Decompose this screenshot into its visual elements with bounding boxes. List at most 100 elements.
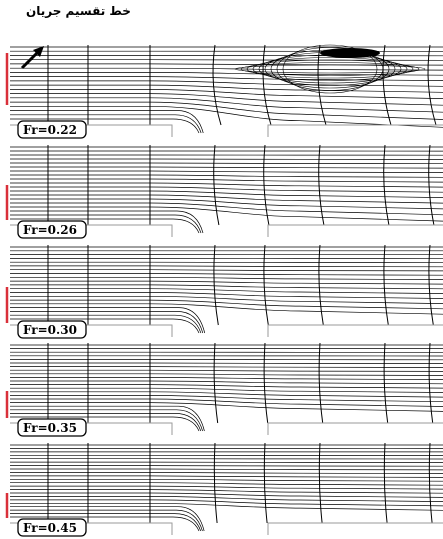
streamline	[10, 72, 443, 76]
cross-section-line	[383, 244, 389, 326]
recirculation-line	[252, 57, 408, 81]
streamline	[10, 273, 443, 276]
streamline	[10, 292, 443, 299]
recirculation-core	[320, 48, 380, 58]
panel-4: Fr=0.35	[5, 342, 443, 437]
froude-label-box	[17, 418, 87, 437]
cross-section-line	[428, 244, 434, 326]
froude-label: Fr=0.35	[23, 421, 77, 435]
streamline	[10, 472, 443, 474]
streamline	[10, 362, 443, 364]
streamline	[10, 166, 443, 169]
streamline	[10, 110, 204, 134]
recirculation-line	[246, 59, 414, 79]
panel-5: Fr=0.45	[5, 442, 443, 537]
streamline	[10, 373, 443, 376]
streamline	[10, 182, 443, 188]
dividing-streamline-label: خط تقسیم جریان	[26, 4, 131, 18]
streamline	[10, 395, 443, 403]
streamline	[10, 284, 443, 290]
cross-section-line	[318, 342, 324, 424]
streamline	[10, 186, 443, 193]
streamline	[10, 214, 202, 234]
streamline	[10, 202, 443, 216]
streamline	[10, 314, 202, 334]
cross-section-line	[318, 442, 323, 524]
streamline	[10, 299, 443, 310]
cross-section-line	[213, 442, 218, 524]
streamline	[10, 465, 443, 467]
recirculation-line	[258, 54, 402, 84]
streamline	[10, 89, 443, 99]
streamline	[10, 384, 443, 389]
cross-section-line	[383, 442, 388, 524]
streamline	[10, 413, 202, 432]
streamline	[10, 398, 443, 407]
cross-section-line	[428, 442, 433, 524]
cross-section-line	[212, 44, 222, 126]
panel-3: Fr=0.30	[5, 244, 443, 339]
streamline	[10, 162, 443, 165]
cross-section-line	[263, 144, 270, 226]
streamline	[10, 178, 443, 183]
streamline	[10, 499, 443, 507]
cross-section-line	[263, 442, 268, 524]
froude-label: Fr=0.26	[23, 223, 77, 237]
cross-section-line	[428, 342, 434, 424]
streamline	[10, 387, 443, 393]
cross-section-line	[317, 44, 327, 126]
streamline	[10, 506, 205, 532]
streamline	[10, 97, 443, 113]
streamline	[10, 380, 443, 385]
streamline	[10, 265, 443, 268]
cross-section-line	[263, 244, 269, 326]
streamline	[10, 496, 443, 502]
recirculation-line	[240, 62, 420, 76]
streamline	[10, 80, 443, 87]
streamline	[10, 478, 443, 482]
streamline	[10, 377, 443, 380]
streamline	[10, 489, 443, 494]
cross-section-line	[213, 342, 219, 424]
streamline	[10, 206, 443, 222]
cross-section-line	[382, 44, 392, 126]
froude-label-box	[17, 320, 87, 339]
streamline	[10, 93, 443, 106]
cross-section-line	[318, 244, 324, 326]
streamline	[10, 369, 443, 372]
streamline	[10, 516, 200, 532]
froude-label: Fr=0.22	[23, 123, 77, 137]
streamline	[10, 170, 443, 173]
streamline	[10, 402, 443, 412]
streamline	[10, 295, 443, 304]
streamline	[10, 118, 200, 134]
streamline	[10, 475, 443, 478]
streamline	[10, 391, 443, 398]
streamline	[10, 461, 443, 463]
streamline	[10, 84, 443, 93]
streamline	[10, 303, 443, 315]
streamline	[10, 485, 443, 490]
streamline	[10, 509, 203, 532]
streamline	[10, 366, 443, 368]
cross-section-line	[262, 44, 272, 126]
streamline	[10, 269, 443, 272]
streamline	[10, 276, 443, 280]
streamline	[10, 513, 202, 532]
streamline	[10, 174, 443, 178]
streamline	[10, 261, 443, 264]
streamline	[10, 114, 202, 134]
streamline	[10, 218, 200, 234]
streamline	[10, 76, 443, 81]
streamline	[10, 502, 443, 511]
cross-section-line	[383, 342, 389, 424]
streamline	[10, 468, 443, 471]
streamline	[10, 280, 443, 285]
froude-label: Fr=0.30	[23, 323, 77, 337]
streamline	[10, 210, 204, 234]
streamline	[10, 409, 203, 432]
streamline	[10, 105, 443, 128]
cross-section-line	[318, 144, 325, 226]
cross-section-line	[213, 144, 220, 226]
